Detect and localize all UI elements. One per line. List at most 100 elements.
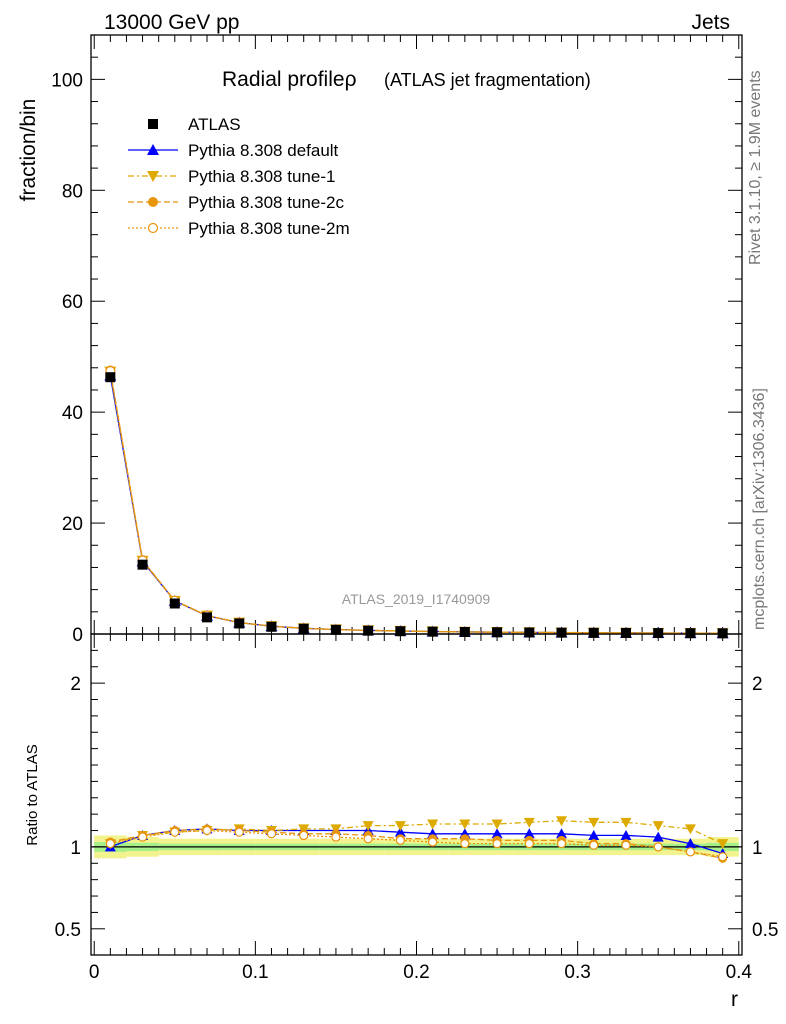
ratio-data-point: [234, 827, 244, 837]
ratio-data-point: [621, 840, 631, 850]
ratio-frame: [90, 633, 743, 956]
chart-title: Radial profileρ: [222, 68, 357, 91]
process-label: Jets: [691, 11, 730, 34]
ratio-data-point: [395, 835, 405, 845]
ratio-data-point: [394, 821, 406, 832]
ratio-data-point: [684, 838, 696, 849]
legend-entry-label: ATLAS: [188, 115, 241, 134]
ratio-y-tick-label-right: 2: [752, 674, 763, 695]
ratio-data-point: [491, 819, 503, 830]
ratio-data-point: [684, 824, 696, 835]
ratio-data-point: [653, 842, 663, 852]
main-y-tick-label: 100: [51, 70, 83, 91]
ratio-data-point: [428, 837, 438, 847]
main-data-point: [556, 627, 567, 638]
ratio-data-point: [717, 839, 729, 850]
ratio-y-tick-label: 2: [70, 674, 81, 695]
ratio-data-point: [556, 828, 568, 839]
ratio-panel: 0.5 0.5 1 1 2 2 0 0.1 0.2 0.3 0.4: [55, 633, 778, 983]
ratio-data-point: [137, 832, 148, 842]
x-tick-label: 0: [89, 962, 100, 983]
ratio-data-point: [202, 825, 212, 836]
ratio-data-point: [523, 828, 535, 839]
main-data-point: [105, 372, 116, 383]
legend-marker: [147, 222, 159, 234]
ratio-data-point: [589, 840, 599, 850]
ratio-y-tick-label: 1: [70, 838, 81, 859]
main-y-axis-label: fraction/bin: [17, 99, 40, 202]
main-data-point: [266, 621, 277, 632]
main-data-point: [234, 618, 245, 629]
ratio-data-point: [363, 834, 373, 844]
ratio-data-point: [652, 821, 664, 832]
rivet-version-label: Rivet 3.1.10, ≥ 1.9M events: [747, 70, 764, 265]
ratio-data-point: [620, 829, 632, 840]
main-data-point: [459, 627, 470, 638]
ratio-data-point: [652, 831, 664, 842]
ratio-data-point: [556, 816, 568, 827]
ratio-data-point: [588, 829, 600, 840]
ratio-data-point: [170, 827, 180, 837]
main-y-tick-label: 40: [62, 403, 83, 424]
ratio-data-point: [459, 819, 471, 830]
ratio-data-point: [362, 821, 374, 832]
ratio-y-axis-label: Ratio to ATLAS: [24, 744, 41, 845]
main-data-point: [588, 627, 599, 638]
x-tick-label: 0.2: [403, 962, 429, 983]
ratio-data-point: [299, 830, 309, 841]
main-data-point: [202, 612, 213, 623]
ratio-data-point: [556, 839, 567, 849]
ratio-data-point: [620, 817, 632, 828]
ratio-data-point: [524, 839, 534, 849]
legend-entry-label: Pythia 8.308 tune-1: [188, 167, 335, 186]
main-data-point: [298, 623, 309, 634]
main-data-point: [717, 628, 728, 639]
x-tick-label: 0.1: [242, 962, 268, 983]
main-data-point: [492, 627, 503, 638]
main-data-point: [685, 628, 696, 639]
main-series-line: [109, 370, 723, 634]
x-tick-label: 0.3: [564, 962, 590, 983]
x-axis-label: r: [731, 988, 738, 1011]
legend-marker: [148, 197, 158, 207]
main-data-point: [653, 628, 664, 639]
ratio-data-point: [460, 839, 470, 849]
legend-entry-label: Pythia 8.308 default: [188, 141, 339, 160]
ratio-data-point: [427, 819, 439, 830]
legend-entry-label: Pythia 8.308 tune-2m: [188, 219, 350, 238]
mcplots-reference-label: mcplots.cern.ch [arXiv:1306.3436]: [751, 388, 768, 630]
ratio-y-tick-label-right: 1: [752, 838, 763, 859]
main-data-point: [330, 624, 341, 635]
ratio-data-point: [718, 852, 728, 862]
ratio-data-point: [588, 817, 600, 828]
ratio-data-point: [331, 832, 341, 842]
ratio-series-line: [110, 820, 723, 845]
legend-marker: [148, 119, 158, 129]
legend-marker: [147, 171, 159, 182]
ratio-data-point: [491, 828, 503, 839]
main-data-point: [137, 559, 148, 570]
ratio-data-point: [105, 839, 115, 849]
main-data-point: [363, 625, 374, 636]
ratio-y-tick-label: 0.5: [55, 920, 81, 941]
legend: ATLAS Pythia 8.308 default Pythia 8.308 tu…: [128, 115, 350, 238]
legend-marker: [147, 144, 159, 155]
main-y-tick-label: 80: [62, 181, 83, 202]
analysis-watermark: ATLAS_2019_I1740909: [342, 591, 491, 607]
main-data-point: [169, 598, 180, 609]
x-tick-label: 0.4: [726, 962, 753, 983]
beam-label: 13000 GeV pp: [104, 11, 239, 34]
main-panel: 0 20 40 60 80 100: [51, 34, 743, 646]
ratio-data-point: [394, 826, 406, 837]
main-y-tick-label: 0: [72, 625, 83, 646]
main-data-point: [395, 626, 406, 637]
ratio-data-point: [523, 817, 535, 828]
chart-subtitle: (ATLAS jet fragmentation): [384, 70, 591, 90]
ratio-y-tick-label-right: 0.5: [752, 920, 778, 941]
ratio-series-line: [110, 828, 723, 860]
main-data-point: [620, 627, 631, 638]
main-y-tick-label: 20: [62, 514, 83, 535]
main-data-point: [524, 627, 535, 638]
ratio-data-point: [266, 829, 277, 839]
